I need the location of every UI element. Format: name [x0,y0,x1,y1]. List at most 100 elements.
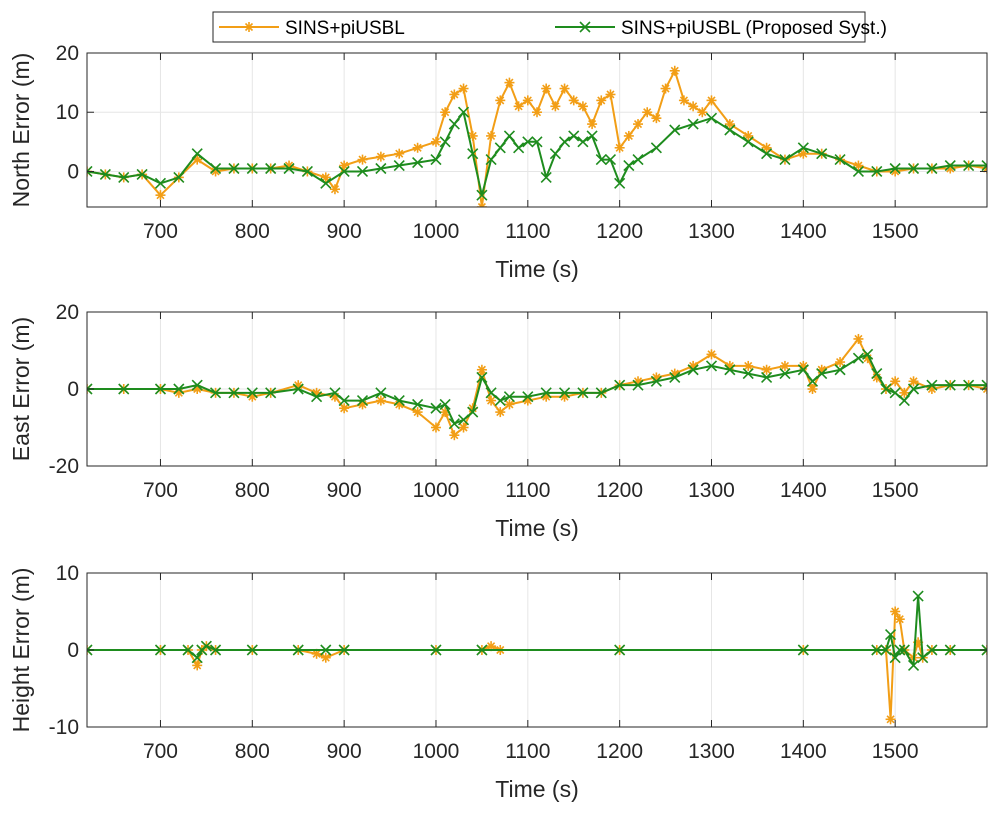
series-group [87,65,987,207]
x-tick-label: 900 [327,220,362,243]
data-point-proposed-system [898,394,910,407]
data-point-proposed-system [338,165,350,178]
legend-marker [244,22,254,32]
data-point-sins-piusbl [568,95,579,106]
data-point-proposed-system [761,371,773,384]
data-point-proposed-system [650,375,662,387]
data-point-proposed-system [476,644,488,656]
data-point-proposed-system [917,652,929,664]
x-tick-label: 1500 [872,479,919,502]
data-point-sins-piusbl [890,606,901,617]
data-point-sins-piusbl [761,142,772,153]
data-point-proposed-system [650,142,662,154]
x-tick-label: 1400 [780,220,827,243]
data-point-proposed-system [292,644,304,656]
legend-marker [579,21,591,33]
data-point-proposed-system [595,387,607,399]
y-tick-label: 0 [67,160,79,183]
data-point-proposed-system [154,644,167,656]
data-point-proposed-system [283,162,295,175]
data-point-proposed-system [907,383,920,395]
x-tick-label: 800 [235,479,270,502]
data-point-proposed-system [669,371,681,384]
data-point-proposed-system [503,130,516,142]
data-point-proposed-system [246,644,258,656]
data-point-sins-piusbl [642,107,653,118]
data-point-proposed-system [586,130,598,142]
data-point-proposed-system [375,162,387,175]
data-point-proposed-system [320,177,332,189]
data-point-sins-piusbl [495,407,506,418]
data-point-sins-piusbl [587,119,598,130]
x-tick-label: 1400 [780,740,827,763]
data-point-sins-piusbl [596,95,607,106]
data-point-proposed-system [173,171,185,183]
data-point-sins-piusbl [633,119,644,130]
data-point-proposed-system [742,136,754,148]
data-point-proposed-system [912,590,924,602]
data-point-sins-piusbl [339,403,350,414]
data-point-proposed-system [412,398,424,410]
legend-entry-proposed-system: SINS+piUSBL (Proposed Syst.) [555,18,887,39]
data-point-sins-piusbl [899,387,910,398]
data-point-proposed-system [806,375,819,387]
data-point-proposed-system [430,644,442,656]
data-point-proposed-system [944,379,956,391]
data-point-proposed-system [393,394,405,407]
x-tick-label: 1200 [596,220,643,243]
y-tick-label: -20 [49,455,79,478]
data-point-proposed-system [834,364,846,376]
data-point-sins-piusbl [614,142,625,153]
data-point-proposed-system [549,148,561,160]
data-point-proposed-system [485,154,497,166]
data-point-proposed-system [604,154,617,166]
data-point-sins-piusbl [532,107,542,118]
data-point-sins-piusbl [894,614,905,625]
data-point-proposed-system [338,644,350,656]
data-point-proposed-system [375,387,387,399]
data-point-proposed-system [182,644,194,656]
data-point-sins-piusbl [476,202,487,207]
data-point-proposed-system [926,379,938,391]
y-tick-label: 0 [67,378,79,401]
data-point-proposed-system [742,368,754,380]
x-tick-label: 1200 [596,740,643,763]
data-point-proposed-system [200,640,212,652]
data-point-proposed-system [118,171,130,183]
data-point-sins-piusbl [541,83,552,94]
data-point-sins-piusbl [853,333,864,344]
x-tick-label: 900 [327,479,362,502]
x-tick-label: 1100 [505,740,550,763]
data-point-proposed-system [558,136,571,148]
data-point-proposed-system [614,644,626,656]
data-point-proposed-system [926,162,938,175]
data-point-proposed-system [154,383,167,395]
data-point-sins-piusbl [339,160,350,171]
data-point-proposed-system [894,644,906,656]
x-axis-label: Time (s) [495,776,578,802]
data-point-sins-piusbl [375,151,386,162]
data-point-proposed-system [816,368,828,380]
data-point-proposed-system [889,387,901,399]
data-point-proposed-system [292,383,304,395]
x-tick-label: 1300 [688,740,735,763]
y-axis-label: Height Error (m) [8,568,34,733]
data-point-proposed-system [632,154,644,166]
data-point-proposed-system [87,644,93,656]
data-point-proposed-system [457,414,470,426]
data-point-proposed-system [87,165,93,178]
data-point-proposed-system [136,168,148,180]
data-point-proposed-system [907,659,920,671]
data-point-sins-piusbl [513,101,524,112]
data-point-proposed-system [338,394,350,407]
data-point-sins-piusbl [504,77,515,88]
data-point-sins-piusbl [807,384,818,394]
data-point-proposed-system [412,157,424,169]
data-point-proposed-system [430,402,442,414]
data-point-proposed-system [880,383,892,395]
data-point-proposed-system [623,159,635,172]
x-tick-label: 1500 [872,740,919,763]
data-point-proposed-system [595,154,607,166]
data-point-sins-piusbl [908,376,919,387]
data-point-proposed-system [485,387,497,399]
